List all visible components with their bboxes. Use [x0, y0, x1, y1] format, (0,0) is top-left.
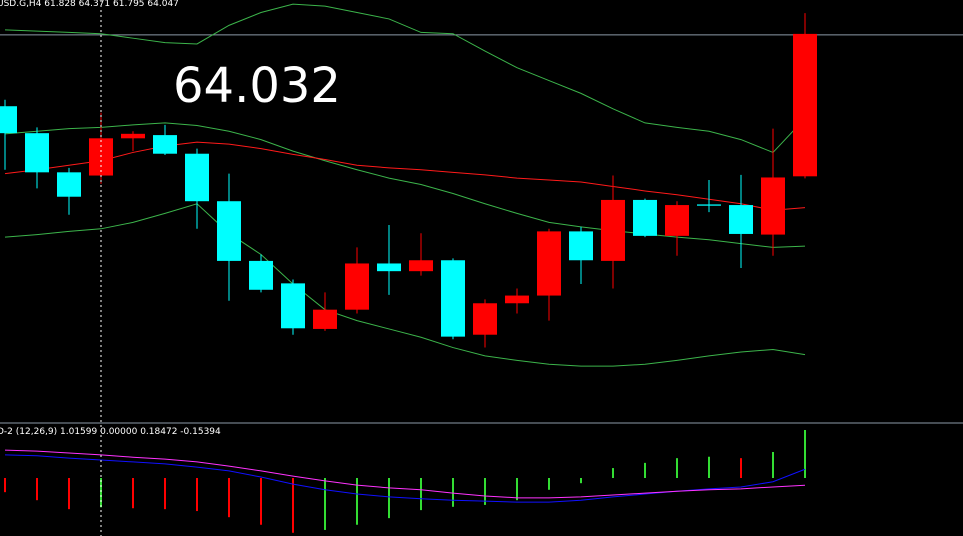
candle-body	[345, 263, 369, 310]
candle-body	[537, 231, 561, 296]
main-header: USD.G,H4 61.828 64.371 61.795 64.047	[0, 0, 179, 9]
indicator-line	[4, 203, 806, 367]
main-panel	[0, 3, 963, 367]
candle-body	[57, 172, 81, 197]
ohlc-open: 61.828	[44, 0, 76, 9]
candle-body	[601, 199, 625, 261]
candle-body	[121, 133, 145, 139]
ohlc-high: 64.371	[79, 0, 111, 9]
macd-title: D-2 (12,26,9)	[0, 427, 57, 437]
macd-hist-value: 1.01599	[60, 427, 97, 437]
candle-body	[185, 153, 209, 202]
candle-body	[25, 133, 49, 173]
candle-body	[729, 205, 753, 234]
candle-body	[473, 303, 497, 335]
candle-body	[249, 260, 273, 290]
candle-body	[505, 295, 529, 304]
macd-line	[4, 449, 806, 499]
ohlc-low: 61.795	[113, 0, 145, 9]
macd-header: D-2 (12,26,9) 1.01599 0.00000 0.18472 -0…	[0, 427, 221, 437]
symbol: USD.G,H4	[0, 0, 42, 9]
candle-body	[665, 205, 689, 236]
macd-panel	[4, 429, 806, 533]
candle-body	[281, 283, 305, 329]
candle-body	[0, 106, 17, 134]
candle-body	[761, 177, 785, 235]
candle-body	[313, 309, 337, 329]
candle-body	[217, 201, 241, 261]
candle-body	[409, 260, 433, 272]
indicator-line	[4, 141, 806, 211]
candle-body	[569, 231, 593, 261]
candle-body	[441, 260, 465, 337]
macd-buffer: 0.00000	[100, 427, 137, 437]
indicator-line	[4, 3, 806, 154]
macd-value: 0.18472	[140, 427, 177, 437]
candle-body	[633, 199, 657, 236]
price-label: 64.032	[173, 58, 341, 114]
indicator-line	[4, 122, 806, 248]
candle-body	[697, 204, 721, 206]
candle-body	[793, 33, 817, 177]
macd-signal: -0.15394	[180, 427, 221, 437]
candle-body	[153, 135, 177, 154]
candle-body	[377, 263, 401, 272]
ohlc-close: 64.047	[147, 0, 179, 9]
